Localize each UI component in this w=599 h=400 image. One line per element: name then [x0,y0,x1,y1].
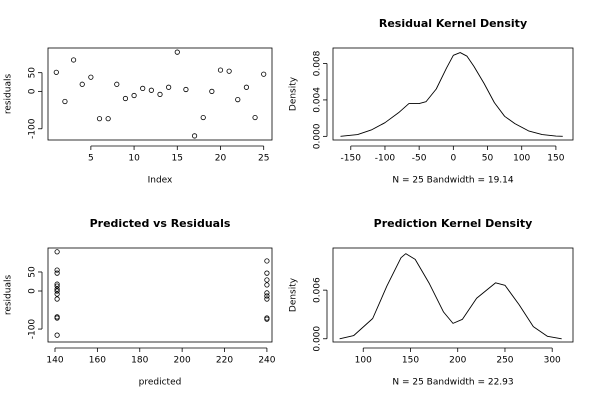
point [131,92,137,99]
x-axis-label: Index [148,176,173,186]
point [54,291,60,297]
x-tick-label: 20 [215,154,227,164]
density-line [340,52,563,137]
point [226,68,232,74]
y-tick-label: 0.004 [313,87,323,113]
chart-title: Residual Kernel Density [379,17,527,30]
y-tick-label: -100 [28,118,38,139]
x-tick-label: -100 [375,154,396,164]
y-tick-label: -100 [28,319,38,340]
x-tick-label: 240 [258,356,275,366]
y-axis-label: Density [289,76,299,111]
point [209,88,215,94]
point [200,114,206,121]
point [54,249,60,255]
x-tick-label: 200 [449,356,466,366]
point [62,98,68,105]
x-tick-label: 25 [258,154,269,164]
x-axis-label: N = 25 Bandwidth = 22.93 [392,378,513,388]
x-tick-label: 10 [128,154,140,164]
x-tick-label: 220 [216,356,233,366]
point [191,133,198,139]
x-tick-label: 300 [544,356,561,366]
point [105,116,111,122]
y-tick-label: 50 [28,266,38,278]
x-axis-label: N = 25 Bandwidth = 19.14 [392,176,514,186]
point [264,282,270,288]
point [264,290,270,296]
point [70,57,77,63]
x-tick-label: 100 [355,356,372,366]
plot-frame [47,247,273,343]
y-tick-label: 0 [28,288,38,294]
point [174,49,180,55]
point [148,87,154,93]
chart-title: Prediction Kernel Density [374,217,533,230]
y-axis-label: Density [289,277,299,312]
y-axis-label: residuals [4,275,14,316]
point [114,81,120,87]
point [96,116,103,122]
x-tick-label: 150 [547,154,564,164]
point [243,84,250,90]
point [264,270,270,276]
x-tick-label: 150 [402,356,419,366]
x-tick-label: 180 [131,356,148,366]
point [54,315,60,321]
point [53,69,59,75]
point [140,85,146,91]
point [217,67,224,73]
x-tick-label: 15 [172,154,183,164]
point [183,86,189,93]
y-tick-label: 0.000 [313,123,323,149]
y-tick-label: 0 [28,88,38,94]
x-tick-label: -50 [412,154,427,164]
x-axis-label: predicted [139,378,182,388]
point [235,97,241,103]
point [54,283,60,289]
point [264,296,270,302]
y-tick-label: 0.000 [313,326,323,352]
point [264,316,270,322]
x-tick-label: 5 [88,154,94,164]
y-tick-label: 0.006 [313,277,323,303]
point [54,270,60,276]
density-line [339,253,562,340]
plot-frame [332,247,574,343]
point [54,288,60,294]
x-tick-label: 200 [174,356,191,366]
point [264,258,270,264]
x-tick-label: 160 [89,356,106,366]
y-axis-label: residuals [4,74,14,115]
point [122,95,129,102]
y-tick-label: 50 [28,67,38,79]
y-tick-label: 0.008 [313,50,323,76]
x-tick-label: 250 [496,356,513,366]
x-tick-label: 100 [513,154,530,164]
point [54,281,60,287]
x-tick-label: 140 [46,356,63,366]
point [166,84,172,90]
point [261,71,267,77]
point [79,81,85,87]
plot-frame [47,47,273,141]
x-tick-label: 0 [450,154,456,164]
point [252,114,258,121]
x-tick-label: 50 [482,154,494,164]
point [54,286,60,292]
chart-title: Predicted vs Residuals [90,217,231,230]
plot-frame [332,47,574,141]
point [54,296,60,302]
point [157,91,163,97]
x-tick-label: -150 [341,154,362,164]
point [264,293,270,299]
point [54,267,60,273]
point [54,332,60,338]
point [88,74,94,80]
point [264,277,270,283]
